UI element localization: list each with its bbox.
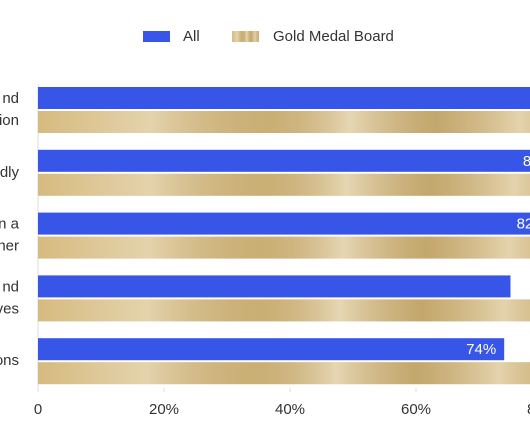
category-label: dly — [0, 164, 19, 181]
value-label: 82% — [517, 216, 530, 233]
x-tick-label: 60% — [401, 401, 431, 418]
value-label: 74% — [466, 341, 496, 358]
bar-sheen — [38, 173, 530, 196]
bar-sheen — [38, 362, 530, 385]
value-label: 83% — [523, 153, 530, 170]
bar — [38, 338, 505, 361]
bar — [38, 87, 530, 109]
category-label: ons — [0, 352, 19, 369]
bar — [38, 275, 511, 298]
category-label: ves — [0, 300, 19, 317]
bar — [38, 212, 530, 235]
category-label: nd — [2, 278, 19, 295]
legend-label: Gold Medal Board — [273, 28, 394, 45]
bar-sheen — [38, 299, 530, 322]
bar-sheen — [38, 236, 530, 259]
legend-label: All — [183, 28, 200, 45]
category-label: nd — [2, 90, 19, 107]
x-tick-label: 80% — [527, 401, 530, 418]
x-tick-label: 20% — [149, 401, 179, 418]
category-label: her — [0, 238, 19, 255]
bar — [38, 149, 530, 172]
legend-swatch — [143, 31, 170, 42]
category-label: n a — [0, 216, 20, 233]
bar-sheen — [38, 111, 530, 133]
category-label: ion — [0, 112, 19, 129]
x-tick-label: 0 — [34, 401, 42, 418]
legend-sheen — [232, 31, 259, 42]
x-tick-label: 40% — [275, 401, 305, 418]
